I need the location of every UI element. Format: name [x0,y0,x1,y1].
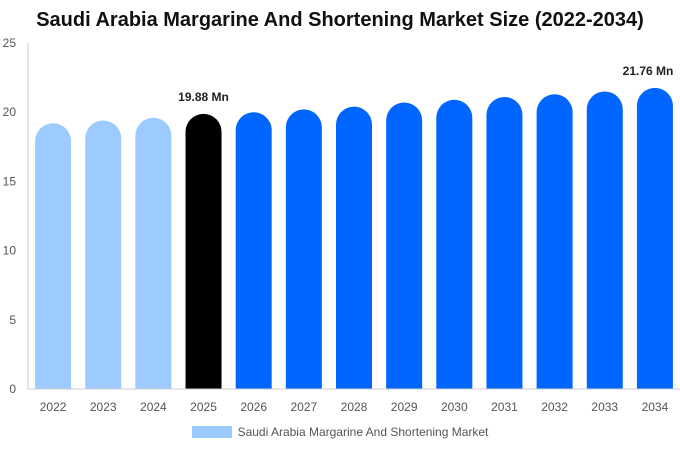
y-tick-label: 20 [3,105,17,119]
x-tick-label: 2029 [391,400,418,414]
bar-2033 [586,91,623,390]
legend: Saudi Arabia Margarine And Shortening Ma… [0,425,680,439]
x-tick-label: 2026 [240,400,267,414]
bar-2026 [235,112,272,390]
x-tick-label: 2023 [90,400,117,414]
y-axis-ticks: 0 5 10 15 20 25 [3,36,17,396]
y-tick-label: 15 [3,174,17,188]
x-tick-label: 2024 [140,400,167,414]
bar-2028 [336,106,372,389]
bar-2025 [185,113,222,390]
y-tick-label: 25 [3,36,17,50]
bar-2029 [386,102,423,390]
x-axis-ticks: 2022 2023 2024 2025 2026 2027 2028 2029 2030 2031… [40,400,669,414]
x-tick-label: 2028 [341,400,368,414]
x-tick-label: 2025 [190,400,217,414]
bar-series [35,87,673,390]
data-labels: 19.88 Mn 21.76 Mn [178,64,673,104]
y-tick-label: 0 [9,382,16,396]
x-tick-label: 2031 [491,400,518,414]
bar-2023 [85,120,122,389]
x-tick-label: 2027 [290,400,317,414]
data-label-2025: 19.88 Mn [178,90,229,104]
chart-title: Saudi Arabia Margarine And Shortening Ma… [36,9,644,31]
bar-2022 [35,123,72,390]
x-tick-label: 2030 [441,400,468,414]
x-tick-label: 2022 [40,400,67,414]
legend-swatch [191,426,232,438]
bar-2027 [285,109,322,389]
bar-2032 [536,94,573,389]
bar-2034 [636,87,673,389]
bar-2024 [135,117,172,390]
x-tick-label: 2033 [591,400,618,414]
data-label-2034: 21.76 Mn [623,64,674,78]
legend-label: Saudi Arabia Margarine And Shortening Ma… [237,425,489,439]
x-tick-label: 2032 [541,400,568,414]
y-tick-label: 5 [9,313,16,327]
bar-2031 [486,96,523,389]
x-tick-label: 2034 [642,400,669,414]
y-tick-label: 10 [3,244,17,258]
bar-2030 [436,99,473,389]
